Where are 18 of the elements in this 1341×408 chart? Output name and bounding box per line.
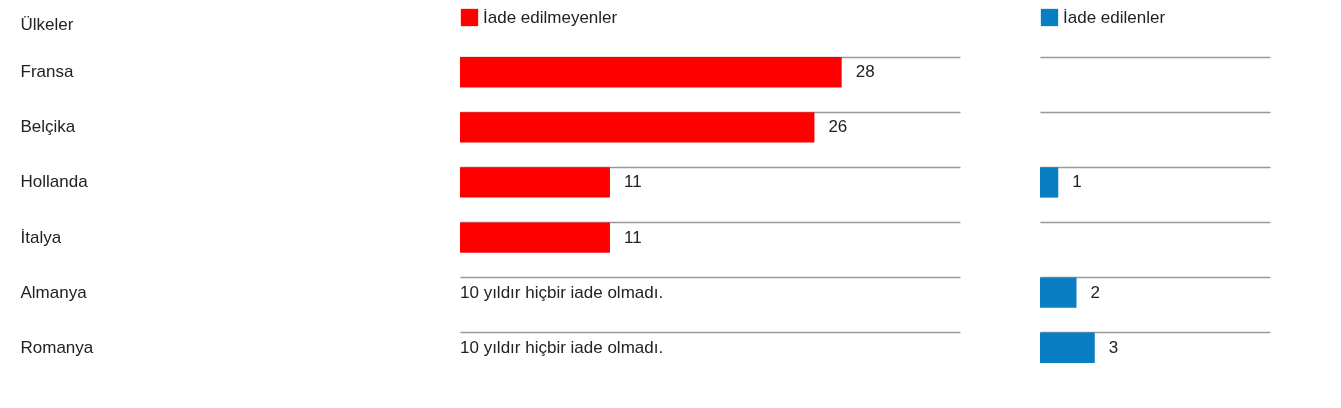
data-label: 11 xyxy=(623,172,642,192)
y-tick-label: Romanya xyxy=(20,337,94,357)
data-label: 28 xyxy=(855,62,875,82)
y-axis-title: Ülkeler xyxy=(20,14,74,34)
annotation: 10 yıldır hiçbir iade olmadı. xyxy=(460,337,664,357)
data-label: 26 xyxy=(828,117,848,137)
legend-label: İade edilenler xyxy=(1063,7,1166,27)
data-label: 2 xyxy=(1090,282,1100,302)
y-tick-label: Fransa xyxy=(20,62,74,82)
data-label: 3 xyxy=(1108,337,1119,357)
data-label: 1 xyxy=(1072,172,1082,192)
annotation: 10 yıldır hiçbir iade olmadı. xyxy=(460,282,664,302)
y-tick-label: Belçika xyxy=(20,117,76,137)
legend-label: İade edilmeyenler xyxy=(483,7,618,27)
y-tick-label: İtalya xyxy=(20,227,62,247)
y-tick-label: Almanya xyxy=(20,282,88,302)
y-tick-label: Hollanda xyxy=(20,172,89,192)
data-label: 11 xyxy=(623,227,642,247)
